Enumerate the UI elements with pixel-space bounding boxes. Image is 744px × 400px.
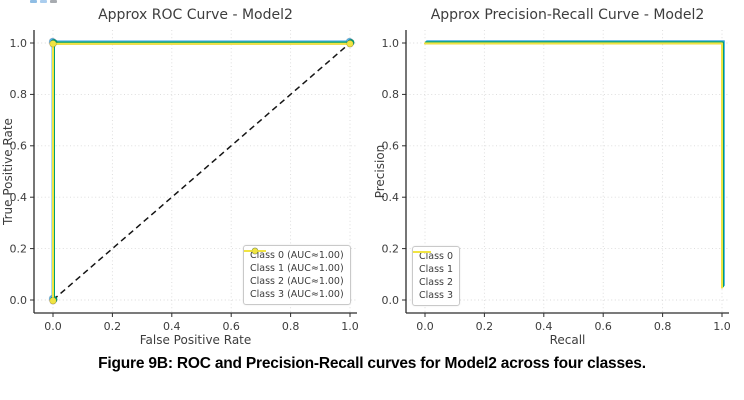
x-tick-label: 1.0 [713,320,731,333]
legend-label: Class 3 [419,290,454,301]
chart-title: Approx ROC Curve - Model2 [98,7,293,23]
figure-9b: 0.0 0.2 0.4 0.6 0.8 1.0 0.0 0.2 0.4 0.6 0.8 1.0 Appr… [0,0,744,348]
x-tick-label: 0.2 [104,320,122,333]
series-marker-class-3 [49,40,57,48]
reference-line [52,42,351,301]
y-tick-label: 0.0 [382,294,400,307]
x-tick-label: 1.0 [341,320,359,333]
legend-item: Class 2 (AUC≈1.00) [244,247,344,288]
y-tick-label: 0.2 [382,242,400,255]
legend-line-sample [413,251,431,253]
series-line-class-2 [425,41,724,288]
y-tick-label: 0.8 [10,88,28,101]
pr-legend: Class 0 Class 1 Class 2 Class 3 [412,246,461,306]
series-marker-class-3 [346,40,354,48]
y-tick-label: 0.2 [10,242,28,255]
x-axis-label: False Positive Rate [140,333,252,347]
legend-label: Class 0 (AUC≈1.00) [250,250,344,261]
series-marker-class-3 [49,297,57,305]
y-tick-label: 0.8 [382,88,400,101]
y-tick-label: 1.0 [382,37,400,50]
legend-item: Class 1 (AUC≈1.00) [244,247,344,275]
axes: 0.0 0.2 0.4 0.6 0.8 1.0 0.0 0.2 0.4 0.6 0.8 1.0 [10,30,359,333]
legend-item: Class 3 [413,251,454,302]
x-axis-label: Recall [550,333,586,347]
y-axis-label: True Positive Rate [1,118,15,226]
clipped-dash [50,0,57,3]
y-tick-label: 0.0 [10,294,28,307]
chart-title: Approx Precision-Recall Curve - Model2 [431,7,705,23]
clipped-dash [30,0,37,3]
legend-label: Class 2 (AUC≈1.00) [250,276,344,287]
roc-plot: 0.0 0.2 0.4 0.6 0.8 1.0 0.0 0.2 0.4 0.6 0.8 1.0 Appr… [1,7,359,347]
y-axis-label: Precision [373,145,387,199]
x-tick-label: 0.4 [535,320,553,333]
clipped-text-fragment [30,0,57,4]
legend-item: Class 3 (AUC≈1.00) [244,247,344,301]
y-tick-label: 0.4 [10,191,28,204]
series-line-class-3 [424,42,723,289]
pr-plot: 0.0 0.2 0.4 0.6 0.8 1.0 0.0 0.2 0.4 0.6 0.8 1.0 Appr… [373,7,731,347]
y-tick-label: 0.4 [382,191,400,204]
legend-label: Class 2 [419,277,454,288]
x-tick-label: 0.6 [594,320,612,333]
legend-label: Class 1 [419,264,454,275]
y-tick-label: 0.6 [10,140,28,153]
legend-item: Class 2 [413,251,454,289]
legend-label: Class 1 (AUC≈1.00) [250,263,344,274]
x-tick-label: 0.8 [282,320,300,333]
y-tick-label: 0.6 [382,140,400,153]
precision-recall-chart: 0.0 0.2 0.4 0.6 0.8 1.0 0.0 0.2 0.4 0.6 0.8 1.0 Appr… [372,0,744,348]
x-tick-label: 0.2 [476,320,494,333]
legend-sample-dot [251,247,259,255]
roc-legend: Class 0 (AUC≈1.00) Class 1 (AUC≈1.00) Clas… [243,245,351,305]
roc-chart: 0.0 0.2 0.4 0.6 0.8 1.0 0.0 0.2 0.4 0.6 0.8 1.0 Appr… [0,0,372,348]
legend-label: Class 0 [419,251,454,262]
axes: 0.0 0.2 0.4 0.6 0.8 1.0 0.0 0.2 0.4 0.6 0.8 1.0 [382,30,731,333]
clipped-dash [40,0,47,3]
x-tick-label: 0.0 [44,320,62,333]
x-tick-label: 0.4 [163,320,181,333]
figure-caption: Figure 9B: ROC and Precision-Recall curv… [98,355,646,372]
y-tick-label: 1.0 [10,37,28,50]
x-tick-label: 0.0 [416,320,434,333]
x-tick-label: 0.8 [654,320,672,333]
legend-label: Class 3 (AUC≈1.00) [250,289,344,300]
legend-item: Class 1 [413,251,454,276]
x-tick-label: 0.6 [222,320,240,333]
legend-line-sample [244,247,266,255]
series-line-class-0 [424,42,723,289]
